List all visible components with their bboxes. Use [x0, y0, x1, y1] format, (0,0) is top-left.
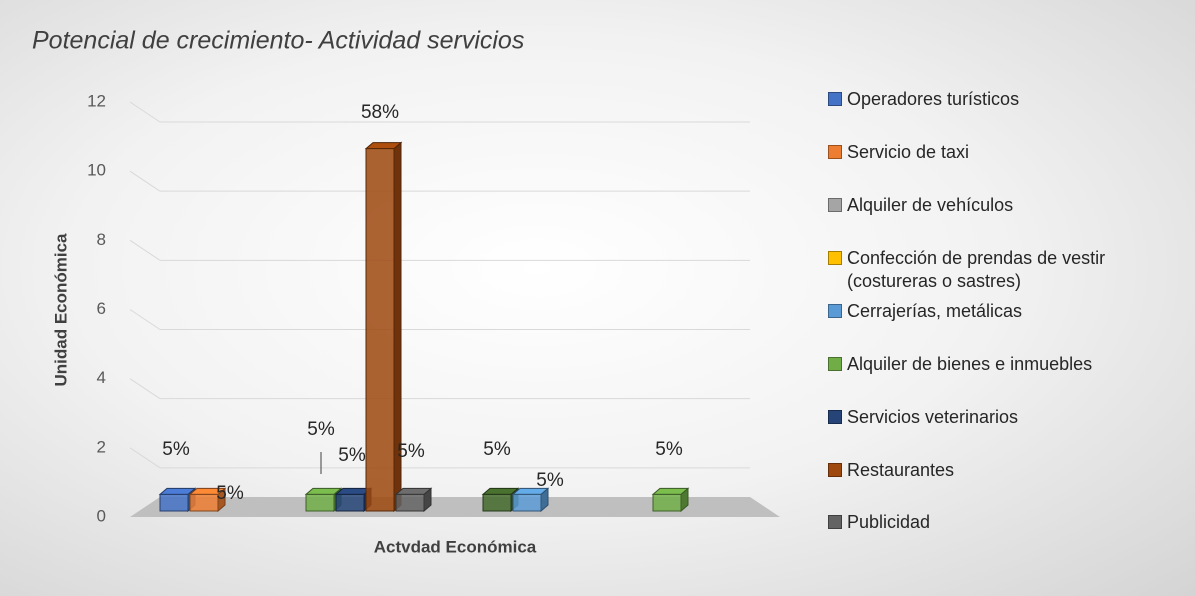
value-label: 5%: [397, 441, 425, 462]
y-tick-label: 10: [87, 161, 106, 180]
legend-label: Servicio de taxi: [847, 142, 970, 162]
legend-swatch: [828, 357, 842, 371]
bar-front: [335, 493, 365, 512]
bar-top: [304, 487, 343, 495]
legend-swatch: [828, 251, 842, 265]
grid-line: [129, 309, 161, 330]
y-axis-label: Unidad Económica: [51, 233, 70, 387]
value-label: 5%: [483, 439, 511, 460]
bar-front: [395, 493, 425, 512]
legend-swatch: [828, 145, 842, 159]
bar-front: [482, 493, 512, 512]
bar-top: [158, 487, 197, 495]
x-axis-label: Actvdad Económica: [374, 537, 537, 556]
chart-title: Potencial de crecimiento- Actividad serv…: [32, 27, 524, 55]
legend-item: Alquiler de vehículos: [828, 194, 1173, 217]
y-tick-label: 2: [97, 437, 106, 456]
bar: [394, 487, 433, 513]
legend-swatch: [828, 463, 842, 477]
value-label: 58%: [361, 102, 399, 123]
bar: [651, 487, 690, 513]
bar-front: [365, 148, 395, 512]
value-label: 5%: [655, 439, 683, 460]
legend-label: Operadores turísticos: [847, 89, 1020, 109]
bar: [511, 487, 550, 513]
legend-item: Servicios veterinarios: [828, 406, 1173, 429]
legend-item: Servicio de taxi: [828, 141, 1173, 164]
legend-swatch: [828, 304, 842, 318]
y-tick-label: 0: [97, 506, 106, 525]
legend-label: Publicidad: [847, 512, 931, 532]
value-label: 5%: [216, 483, 244, 504]
legend-swatch: [828, 92, 842, 106]
value-label: 5%: [536, 470, 564, 491]
value-label: 5%: [307, 419, 335, 440]
legend-label: Cerrajerías, metálicas: [847, 301, 1023, 321]
legend-label: Restaurantes: [847, 460, 955, 480]
legend-item: Cerrajerías, metálicas: [828, 300, 1173, 323]
legend-label: Confección de prendas de vestir (costure…: [847, 248, 1106, 291]
legend-label: Alquiler de bienes e inmuebles: [847, 354, 1093, 374]
legend-swatch: [828, 198, 842, 212]
y-tick-label: 8: [97, 230, 106, 249]
grid-line: [129, 101, 161, 123]
bar-top: [394, 487, 433, 495]
y-tick-label: 6: [97, 299, 106, 318]
grid-line: [129, 447, 161, 469]
grid-line: [129, 378, 161, 400]
legend-item: Confección de prendas de vestir (costure…: [828, 247, 1173, 293]
legend-item: Operadores turísticos: [828, 88, 1173, 111]
y-tick-label: 12: [87, 91, 106, 110]
legend-item: Restaurantes: [828, 459, 1173, 482]
grid-line: [129, 170, 161, 192]
bar-front: [305, 493, 335, 512]
legend-item: Publicidad: [828, 511, 1173, 534]
bar-front: [652, 493, 682, 512]
value-label: 5%: [338, 445, 366, 466]
legend-swatch: [828, 410, 842, 424]
bar-top: [651, 487, 690, 495]
legend-swatch: [828, 515, 842, 529]
grid-line: [129, 239, 161, 261]
floor: [130, 497, 780, 517]
value-label: 5%: [162, 439, 190, 460]
bar-top: [481, 487, 520, 495]
bar-front: [159, 493, 189, 512]
bar-top: [364, 142, 403, 150]
bar-front: [512, 493, 542, 512]
bar: [364, 141, 403, 513]
legend-item: Alquiler de bienes e inmuebles: [828, 353, 1173, 376]
legend-label: Servicios veterinarios: [847, 407, 1019, 427]
bar: [188, 487, 227, 513]
bar-front: [189, 493, 219, 512]
y-tick-label: 4: [97, 368, 106, 387]
legend-label: Alquiler de vehículos: [847, 195, 1014, 215]
